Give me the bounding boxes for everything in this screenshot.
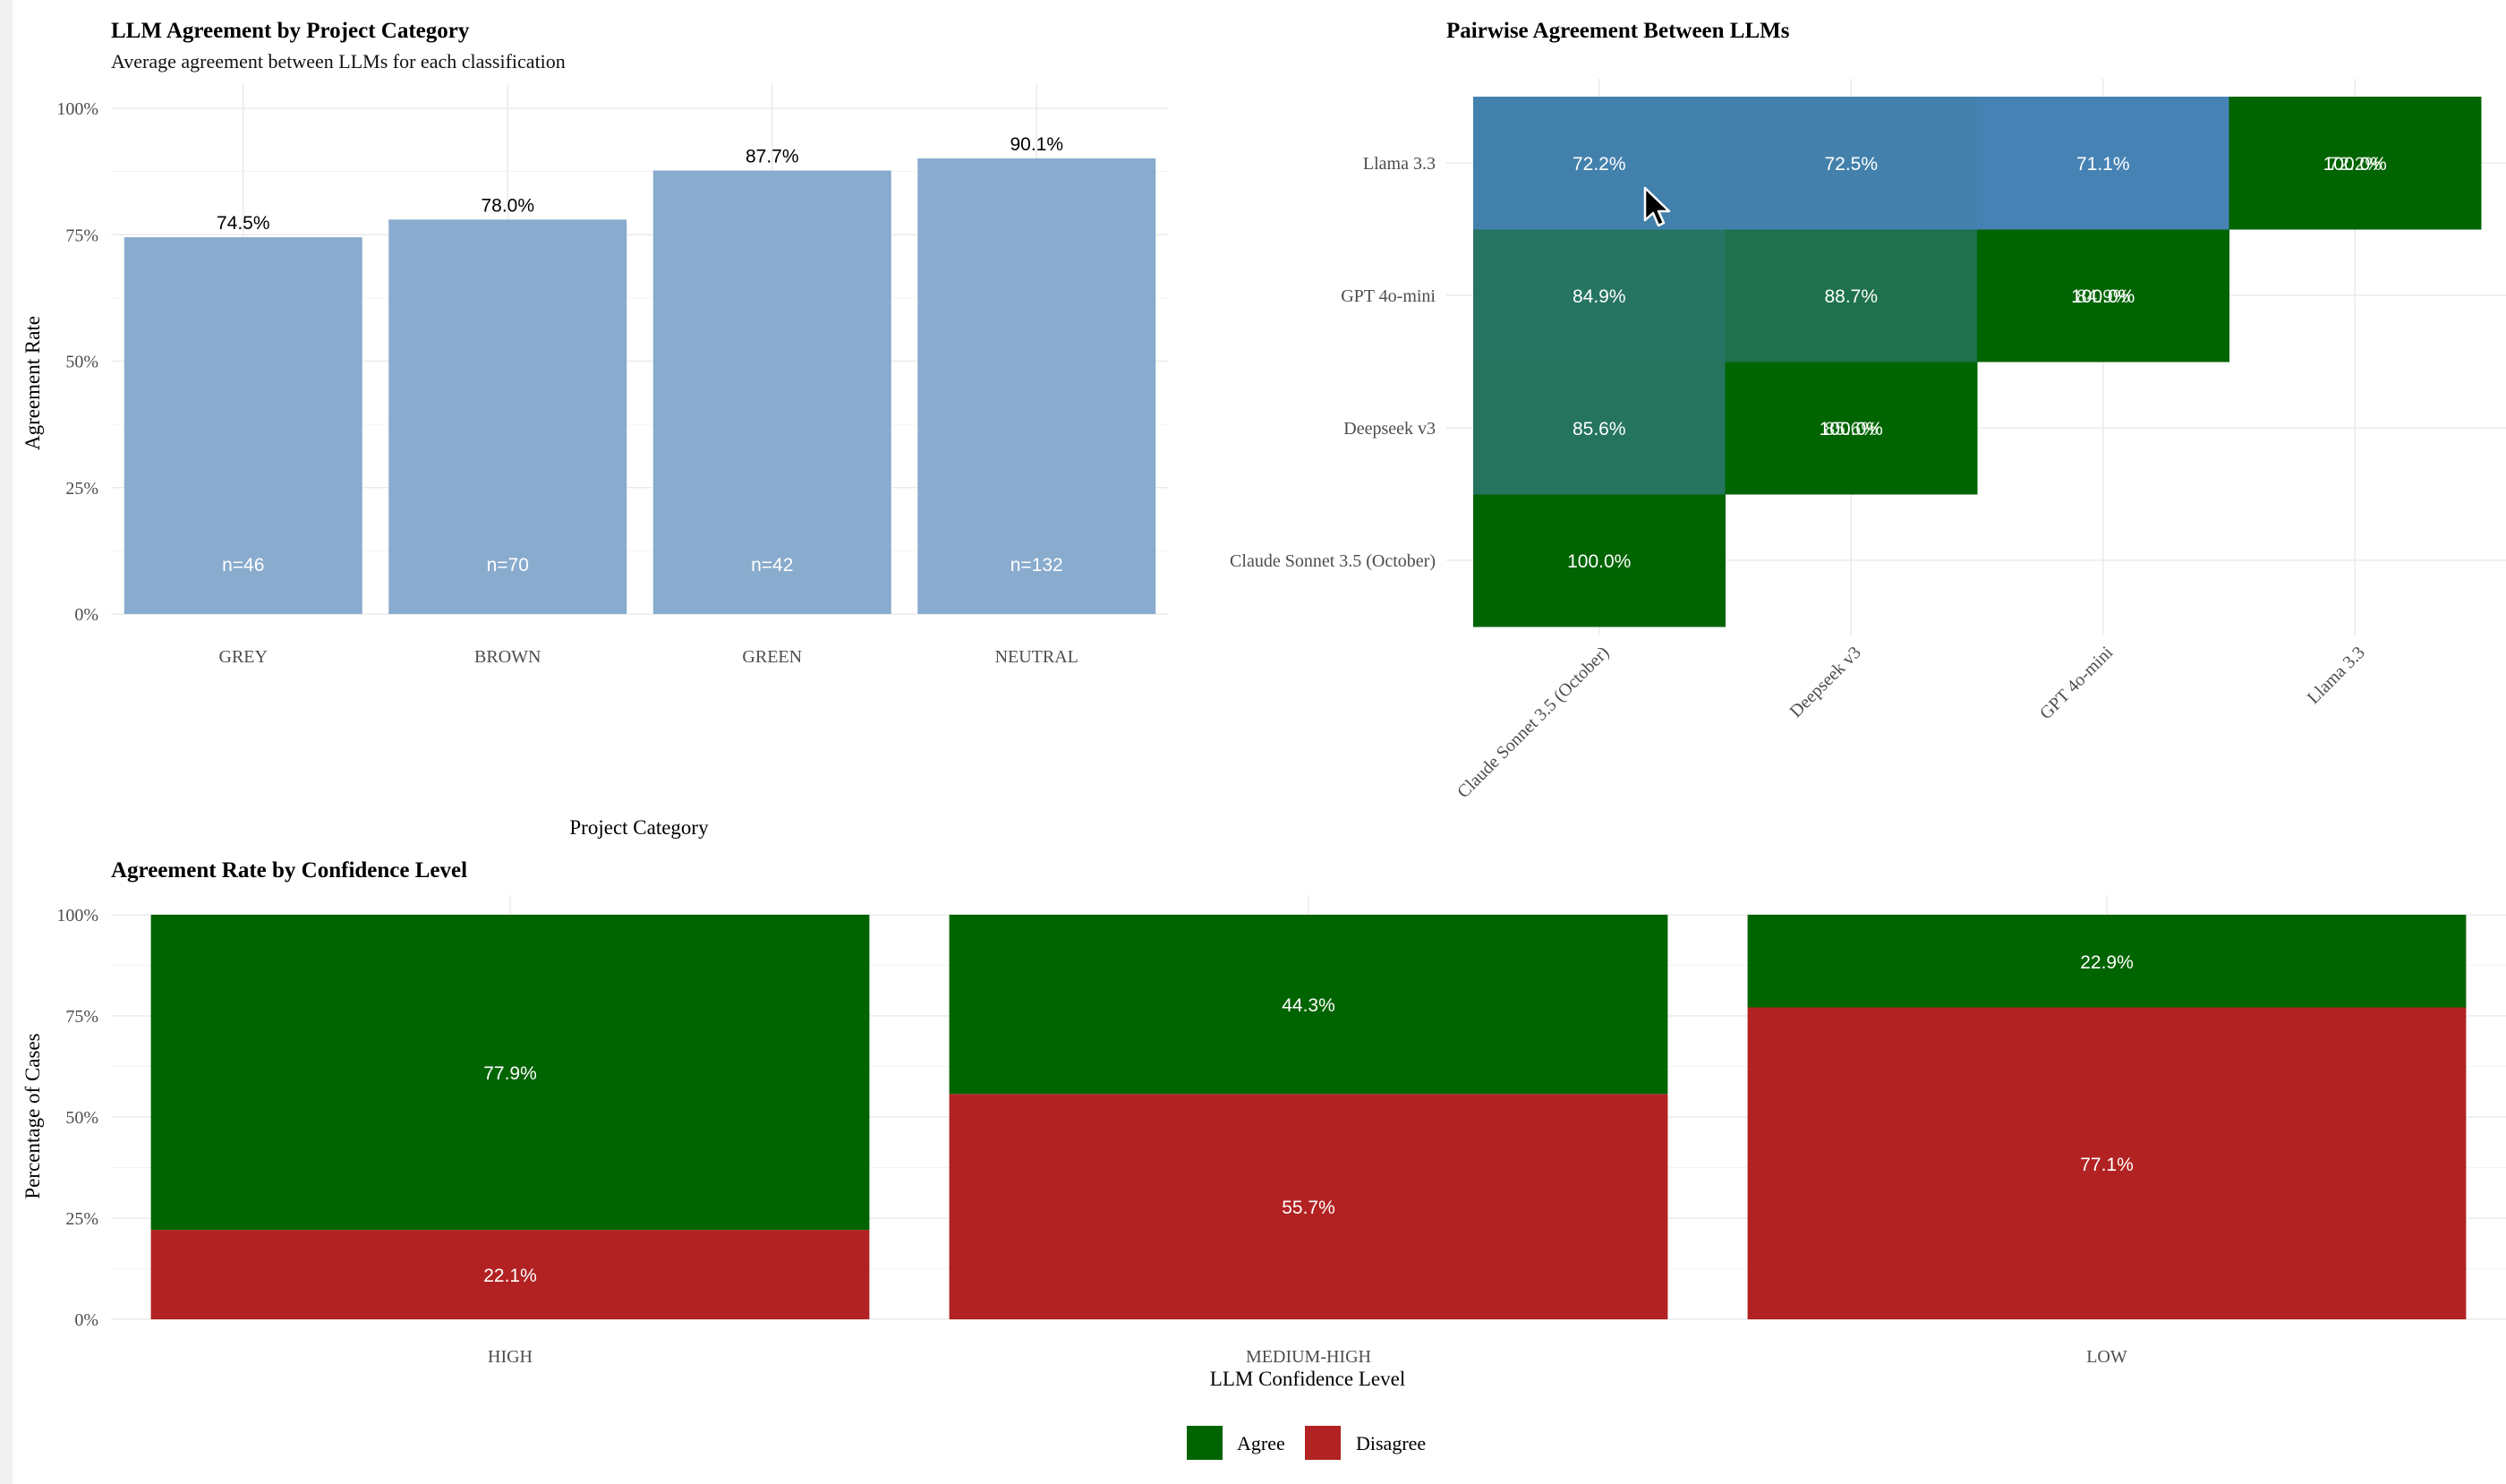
stacked-bar-label: 22.9%: [2080, 952, 2134, 973]
heatmap-cell: [1473, 362, 1726, 495]
heatmap-cell: [1725, 362, 1978, 495]
heatmap-cell-overlap-label: 85.6%: [1824, 419, 1878, 439]
bar-value-label: 74.5%: [217, 213, 270, 234]
heatmap-y-tick-label: Deepseek v3: [1343, 419, 1436, 439]
category-agreement-chart: LLM Agreement by Project Category Averag…: [21, 19, 1169, 839]
stacked-bar-label: 22.1%: [483, 1266, 537, 1286]
heatmap-cell-label: 84.9%: [1573, 286, 1626, 307]
heatmap-title: Pairwise Agreement Between LLMs: [1446, 19, 1790, 43]
y-tick-label: 25%: [65, 1209, 98, 1229]
heatmap-cell-label: 100.0%: [2071, 286, 2135, 307]
category-chart-title: LLM Agreement by Project Category: [111, 19, 470, 43]
confidence-chart-x-axis-title: LLM Confidence Level: [1210, 1368, 1405, 1390]
x-tick-label: GREEN: [742, 647, 802, 667]
heatmap-y-tick-label: GPT 4o-mini: [1341, 286, 1436, 306]
bar-grey: [124, 237, 362, 614]
legend-swatch-disagree: [1305, 1426, 1341, 1460]
bar-value-label: 90.1%: [1010, 134, 1063, 155]
confidence-chart-y-axis-title: Percentage of Cases: [21, 1033, 44, 1198]
heatmap-cell-overlap-label: 72.2%: [2328, 154, 2382, 175]
stacked-bar-disagree: [1747, 1007, 2467, 1319]
heatmap-y-ticks: Claude Sonnet 3.5 (October) Deepseek v3 GP…: [1230, 154, 1436, 571]
stacked-bar-agree: [150, 915, 870, 1231]
stacked-bar-disagree: [949, 1094, 1668, 1319]
stacked-bar-agree: [1747, 915, 2467, 1008]
y-tick-label: 75%: [65, 1007, 98, 1027]
heatmap-cell-label: 100.0%: [2323, 154, 2387, 175]
heatmap-y-tick-label: Claude Sonnet 3.5 (October): [1230, 551, 1436, 571]
category-chart-x-ticks: GREY BROWN GREEN NEUTRAL: [219, 647, 1078, 667]
bar-value-label: 87.7%: [746, 146, 799, 166]
heatmap-cell: [1473, 494, 1726, 627]
stacked-bar-label: 77.9%: [483, 1063, 537, 1084]
y-tick-label: 25%: [65, 479, 98, 499]
stacked-bar-label: 55.7%: [1282, 1198, 1335, 1218]
stacked-bar-label: 44.3%: [1282, 995, 1335, 1016]
confidence-chart-x-ticks: HIGH MEDIUM-HIGH LOW: [488, 1347, 2127, 1367]
bar-count-label: n=70: [487, 555, 529, 576]
bar-value-label: 78.0%: [481, 195, 534, 216]
confidence-chart-legend: Agree Disagree: [1187, 1426, 1426, 1460]
heatmap-cell-label: 72.2%: [1573, 154, 1626, 175]
stacked-bar-agree: [949, 915, 1668, 1095]
mouse-cursor-icon: [1643, 186, 1671, 227]
heatmap-cells: 100.0%85.6%84.9%72.2%85.6%100.0%88.7%72.…: [1473, 97, 2482, 627]
y-tick-label: 0%: [74, 605, 98, 625]
y-tick-label: 50%: [65, 1108, 98, 1128]
bar-brown: [388, 219, 627, 615]
x-tick-label: GREY: [219, 647, 268, 667]
legend-label-disagree: Disagree: [1356, 1432, 1426, 1454]
heatmap-cell-label: 71.1%: [2076, 154, 2130, 175]
confidence-chart-bars: 22.1% 77.9% 55.7% 44.3% 77.1% 22.9%: [150, 915, 2467, 1319]
heatmap-cell-label: 100.0%: [1820, 419, 1883, 439]
y-tick-label: 75%: [65, 226, 98, 245]
heatmap-cell-overlap-label: 84.9%: [2076, 286, 2130, 307]
legend-label-agree: Agree: [1237, 1432, 1285, 1454]
x-tick-label: NEUTRAL: [995, 647, 1078, 667]
y-tick-label: 0%: [74, 1310, 98, 1330]
heatmap-cell: [1725, 97, 1978, 230]
heatmap-cell: [1977, 97, 2229, 230]
heatmap-cell-label: 85.6%: [1573, 419, 1626, 439]
y-tick-label: 100%: [56, 99, 98, 119]
category-chart-y-ticks: 0% 25% 50% 75% 100%: [56, 99, 98, 625]
confidence-chart-y-ticks: 0% 25% 50% 75% 100%: [56, 906, 98, 1330]
stacked-bar-label: 77.1%: [2080, 1155, 2134, 1175]
y-tick-label: 50%: [65, 353, 98, 372]
category-chart-y-axis-title: Agreement Rate: [21, 316, 44, 450]
legend-swatch-agree: [1187, 1426, 1223, 1460]
bar-count-label: n=132: [1010, 555, 1063, 576]
category-chart-x-axis-title: Project Category: [569, 816, 709, 839]
heatmap-cell-label: 100.0%: [1567, 551, 1631, 572]
stacked-bar-disagree: [150, 1230, 870, 1319]
bar-green: [652, 170, 891, 614]
left-window-shadow: [0, 0, 13, 1484]
x-tick-label: LOW: [2086, 1347, 2127, 1367]
heatmap-y-tick-label: Llama 3.3: [1363, 154, 1436, 174]
bar-count-label: n=46: [222, 555, 264, 576]
x-tick-label: MEDIUM-HIGH: [1246, 1347, 1371, 1367]
confidence-agreement-chart: Agreement Rate by Confidence Level 22.1%…: [21, 858, 2506, 1460]
heatmap-cell: [2229, 97, 2482, 230]
category-chart-subtitle: Average agreement between LLMs for each …: [111, 50, 566, 72]
heatmap-cell: [1977, 229, 2229, 362]
x-tick-label: BROWN: [474, 647, 541, 667]
category-chart-bars: 74.5% n=46 78.0% n=70 87.7% n=42 90.1% n=132: [124, 134, 1156, 615]
heatmap-cell-label: 88.7%: [1824, 286, 1878, 307]
heatmap-cell: [1473, 229, 1726, 362]
bar-neutral: [917, 158, 1156, 614]
heatmap-cell-label: 72.5%: [1824, 154, 1878, 175]
heatmap-cell: [1725, 229, 1978, 362]
y-tick-label: 100%: [56, 906, 98, 925]
bar-count-label: n=42: [751, 555, 793, 576]
x-tick-label: HIGH: [488, 1347, 533, 1367]
confidence-chart-title: Agreement Rate by Confidence Level: [111, 858, 467, 883]
heatmap-cell: [1473, 97, 1726, 230]
